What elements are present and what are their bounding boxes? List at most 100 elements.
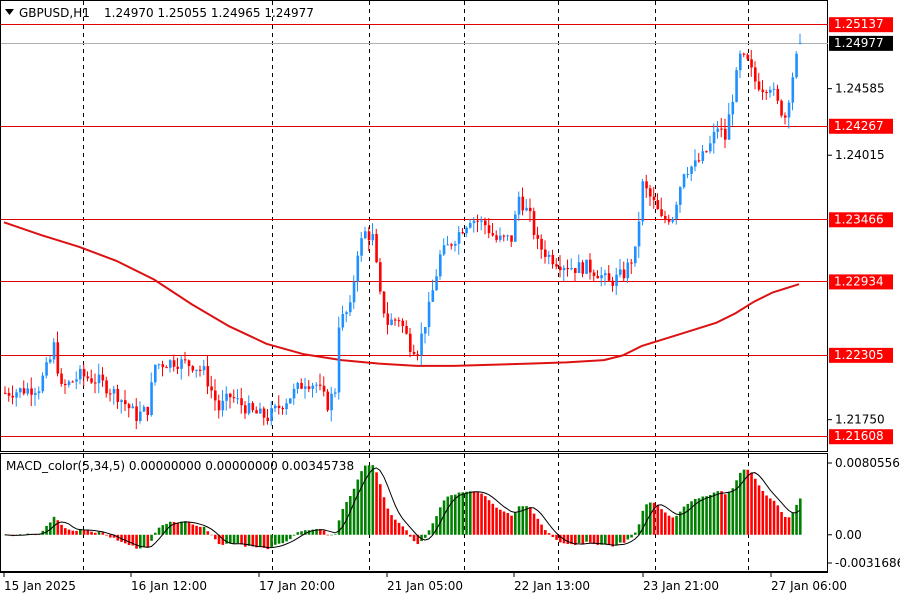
candle-body[interactable] xyxy=(577,262,581,273)
candle-body[interactable] xyxy=(217,400,221,411)
candle-body[interactable] xyxy=(195,369,198,371)
candle-body[interactable] xyxy=(780,100,783,116)
candle-body[interactable] xyxy=(570,268,573,270)
candle-body[interactable] xyxy=(465,227,468,234)
candle-body[interactable] xyxy=(90,378,93,383)
candle-body[interactable] xyxy=(667,218,671,222)
candle-body[interactable] xyxy=(56,342,60,374)
candle-body[interactable] xyxy=(367,231,371,241)
candle-body[interactable] xyxy=(626,262,630,279)
candle-body[interactable] xyxy=(11,395,15,398)
candle-body[interactable] xyxy=(60,373,63,384)
candle-body[interactable] xyxy=(206,366,210,387)
candle-body[interactable] xyxy=(439,254,442,277)
candle-body[interactable] xyxy=(592,272,596,276)
candle-body[interactable] xyxy=(686,173,690,175)
candle-body[interactable] xyxy=(675,204,678,219)
candle-body[interactable] xyxy=(105,380,108,394)
candle-body[interactable] xyxy=(172,360,176,367)
candle-body[interactable] xyxy=(506,235,510,237)
candle-body[interactable] xyxy=(412,351,416,355)
candle-body[interactable] xyxy=(4,392,7,394)
candle-body[interactable] xyxy=(694,160,697,167)
candle-body[interactable] xyxy=(255,410,258,414)
candle-body[interactable] xyxy=(382,291,386,314)
candle-body[interactable] xyxy=(345,312,348,315)
candle-body[interactable] xyxy=(176,366,180,369)
candle-body[interactable] xyxy=(292,388,296,399)
candle-body[interactable] xyxy=(49,359,52,363)
candle-body[interactable] xyxy=(277,405,281,408)
candle-body[interactable] xyxy=(435,276,438,291)
candle-body[interactable] xyxy=(499,235,502,240)
candle-body[interactable] xyxy=(229,393,232,398)
candle-body[interactable] xyxy=(184,359,187,361)
candle-body[interactable] xyxy=(409,333,412,352)
candle-body[interactable] xyxy=(307,386,311,389)
horizontal-levels[interactable] xyxy=(1,24,828,437)
candle-body[interactable] xyxy=(221,400,225,411)
candle-body[interactable] xyxy=(101,374,105,381)
candle-body[interactable] xyxy=(536,234,540,239)
candle-body[interactable] xyxy=(450,244,453,246)
candle-body[interactable] xyxy=(416,354,420,356)
candle-body[interactable] xyxy=(645,181,648,189)
candle-body[interactable] xyxy=(517,196,521,215)
candle-body[interactable] xyxy=(180,359,183,369)
candle-body[interactable] xyxy=(225,393,228,401)
candle-body[interactable] xyxy=(251,403,255,411)
candle-body[interactable] xyxy=(574,268,577,273)
candle-body[interactable] xyxy=(169,360,172,368)
candle-body[interactable] xyxy=(371,233,375,241)
candle-body[interactable] xyxy=(199,369,202,371)
candle-body[interactable] xyxy=(390,319,393,325)
candle-body[interactable] xyxy=(581,262,585,274)
candle-body[interactable] xyxy=(664,215,667,219)
candle-body[interactable] xyxy=(611,280,615,286)
candle-body[interactable] xyxy=(555,264,558,267)
candles-layer[interactable] xyxy=(4,33,802,430)
candle-body[interactable] xyxy=(600,275,603,279)
candle-body[interactable] xyxy=(22,388,26,394)
candle-body[interactable] xyxy=(566,267,570,270)
candle-body[interactable] xyxy=(735,70,738,102)
candle-body[interactable] xyxy=(244,405,247,414)
candle-body[interactable] xyxy=(19,388,22,393)
candle-body[interactable] xyxy=(544,249,547,257)
candle-body[interactable] xyxy=(352,281,356,303)
candle-body[interactable] xyxy=(705,151,708,153)
candle-body[interactable] xyxy=(86,376,90,379)
candle-body[interactable] xyxy=(232,397,236,399)
candle-body[interactable] xyxy=(112,389,116,394)
candle-body[interactable] xyxy=(652,196,656,201)
candle-body[interactable] xyxy=(424,327,427,334)
candle-body[interactable] xyxy=(427,301,431,328)
candle-body[interactable] xyxy=(326,391,330,411)
candle-body[interactable] xyxy=(521,196,525,211)
candle-body[interactable] xyxy=(457,232,461,244)
candle-body[interactable] xyxy=(795,53,798,78)
candle-body[interactable] xyxy=(131,406,135,409)
candle-body[interactable] xyxy=(236,398,240,400)
candle-body[interactable] xyxy=(502,235,506,237)
candle-body[interactable] xyxy=(480,220,483,222)
candle-body[interactable] xyxy=(187,360,191,367)
candle-body[interactable] xyxy=(26,388,30,394)
candle-body[interactable] xyxy=(71,381,75,383)
candle-body[interactable] xyxy=(15,392,18,398)
candle-body[interactable] xyxy=(765,92,768,94)
candle-body[interactable] xyxy=(720,128,723,130)
candle-body[interactable] xyxy=(461,232,465,234)
candle-body[interactable] xyxy=(529,207,532,212)
candle-body[interactable] xyxy=(401,320,405,327)
candle-body[interactable] xyxy=(7,392,11,396)
candle-body[interactable] xyxy=(420,333,423,356)
candle-body[interactable] xyxy=(157,364,161,366)
candle-body[interactable] xyxy=(124,400,127,405)
candle-body[interactable] xyxy=(604,273,607,276)
candle-body[interactable] xyxy=(697,160,701,162)
candle-body[interactable] xyxy=(622,269,626,279)
candle-body[interactable] xyxy=(315,384,318,386)
candle-body[interactable] xyxy=(274,405,277,409)
